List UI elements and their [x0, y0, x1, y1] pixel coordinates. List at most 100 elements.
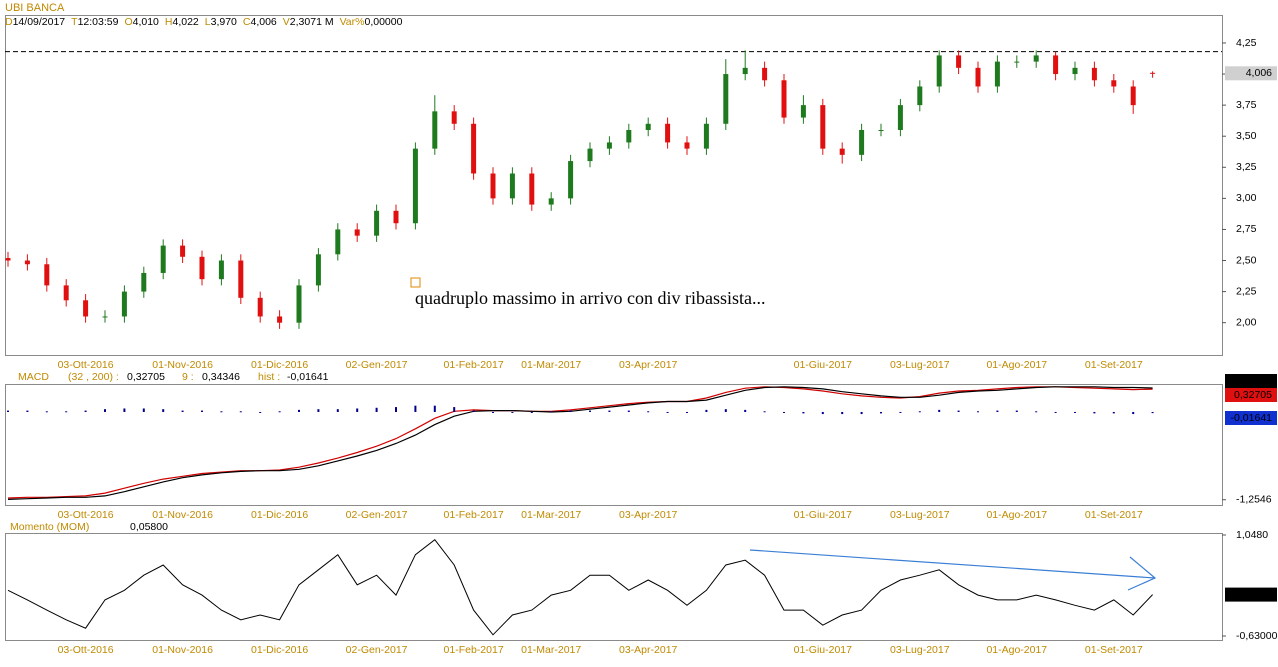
y-tick-label: 2,75 — [1236, 223, 1257, 235]
hist-bar — [802, 411, 805, 414]
hist-bar — [453, 407, 456, 412]
candle-body — [315, 254, 321, 286]
candle-body — [839, 148, 845, 155]
annotation-marker — [410, 277, 421, 288]
candle-body — [24, 260, 30, 265]
hist-bar — [1112, 411, 1115, 414]
last-price-box — [1225, 66, 1277, 81]
y-tick-label: 3,75 — [1236, 99, 1257, 111]
hist-bar — [821, 411, 824, 415]
x-tick-label: 01-Set-2017 — [1085, 359, 1143, 371]
hist-bar — [744, 409, 747, 412]
hist-bar — [705, 409, 708, 412]
candle-body — [1014, 61, 1020, 63]
candle-body — [645, 123, 651, 130]
series-last-label: 0,32705 — [1234, 389, 1272, 401]
x-tick-label: 01-Set-2017 — [1085, 509, 1143, 521]
hist-bar — [938, 409, 941, 412]
y-tick-label: -1,2546 — [1236, 494, 1272, 506]
x-tick-label: 02-Gen-2017 — [346, 359, 408, 371]
momentum-last-box — [1225, 587, 1277, 602]
info-value: 4,022 — [173, 16, 199, 28]
candle-body — [5, 258, 11, 261]
x-tick-label: 03-Ott-2016 — [58, 509, 114, 521]
hist-bar — [880, 411, 882, 414]
hist-bar — [899, 411, 902, 413]
series-value: 0,32705 — [127, 371, 165, 383]
candle-body — [994, 61, 1000, 87]
hist-bar — [45, 411, 48, 413]
hist-bar — [356, 408, 359, 412]
candle-body — [936, 55, 942, 87]
x-tick-label: 02-Gen-2017 — [346, 644, 408, 656]
x-tick-label: 03-Lug-2017 — [890, 644, 950, 656]
candle-body — [412, 148, 418, 224]
x-tick-label: 01-Dic-2016 — [251, 644, 308, 656]
info-value: 2,3071 M — [290, 16, 334, 28]
info-key: Var% — [340, 16, 365, 28]
candle-body — [83, 300, 89, 317]
candle-body — [975, 67, 981, 87]
hist-bar — [433, 405, 436, 412]
info-value: 12:03:59 — [78, 16, 119, 28]
info-line: D14/09/2017 T12:03:59 O4,010 H4,022 L3,970 C4… — [5, 16, 403, 28]
x-tick-label: 03-Ott-2016 — [58, 359, 114, 371]
macd-title: MACD — [18, 371, 49, 383]
y-tick-label: 2,50 — [1236, 254, 1257, 266]
candle-body — [529, 173, 535, 205]
hist-bar — [239, 411, 242, 413]
hist-bar — [860, 411, 863, 415]
candle-body — [723, 74, 729, 124]
x-tick-label: 01-Dic-2016 — [251, 509, 308, 521]
hist-bar — [84, 410, 87, 412]
candle-body — [568, 161, 574, 199]
series-last-label: 0,34346 — [1234, 375, 1272, 387]
candle-body — [141, 272, 147, 292]
candle-body — [393, 210, 399, 224]
hist-bar — [530, 411, 533, 413]
candle-body — [742, 67, 748, 75]
candle-body — [665, 123, 671, 143]
candle-body — [956, 55, 962, 68]
trend-line — [749, 549, 1156, 579]
hist-bar — [298, 409, 300, 412]
macd-pane — [5, 384, 1223, 506]
hist-bar — [550, 411, 553, 413]
info-key: T — [71, 16, 78, 28]
hist-bar — [278, 411, 281, 413]
info-value: 14/09/2017 — [13, 16, 66, 28]
x-tick-label: 01-Ago-2017 — [986, 359, 1047, 371]
hist-bar — [181, 410, 184, 412]
x-tick-label: 01-Mar-2017 — [521, 509, 581, 521]
hist-bar — [26, 410, 29, 412]
info-value: 4,010 — [133, 16, 159, 28]
candle-body — [218, 260, 224, 280]
momentum-line — [7, 538, 1153, 636]
candle-body — [63, 285, 69, 301]
trend-arrow — [749, 549, 1157, 591]
momentum-value: 0,05800 — [130, 521, 168, 533]
candle-body — [296, 285, 302, 323]
annotation: quadruplo massimo in arrivo con div riba… — [415, 288, 765, 308]
info-value: 3,970 — [211, 16, 237, 28]
hist-bar — [1074, 411, 1076, 413]
candle-body — [160, 245, 166, 273]
x-tick-label: 01-Nov-2016 — [152, 359, 213, 371]
last-price-label: 4,006 — [1246, 67, 1272, 79]
x-tick-label: 01-Mar-2017 — [521, 644, 581, 656]
candle-body — [703, 123, 709, 149]
hist-bar — [1093, 411, 1096, 414]
candle-body — [509, 173, 515, 199]
candle-body — [1033, 55, 1039, 62]
candle-body — [606, 142, 612, 149]
series-label: hist : — [258, 371, 280, 383]
info-key: C — [243, 16, 251, 28]
candle-body — [587, 148, 593, 162]
hist-bar — [336, 409, 339, 412]
hist-bar — [627, 410, 630, 412]
info-key: V — [283, 16, 290, 28]
x-tick-label: 03-Apr-2017 — [619, 509, 678, 521]
series-value: -0,01641 — [287, 371, 329, 383]
